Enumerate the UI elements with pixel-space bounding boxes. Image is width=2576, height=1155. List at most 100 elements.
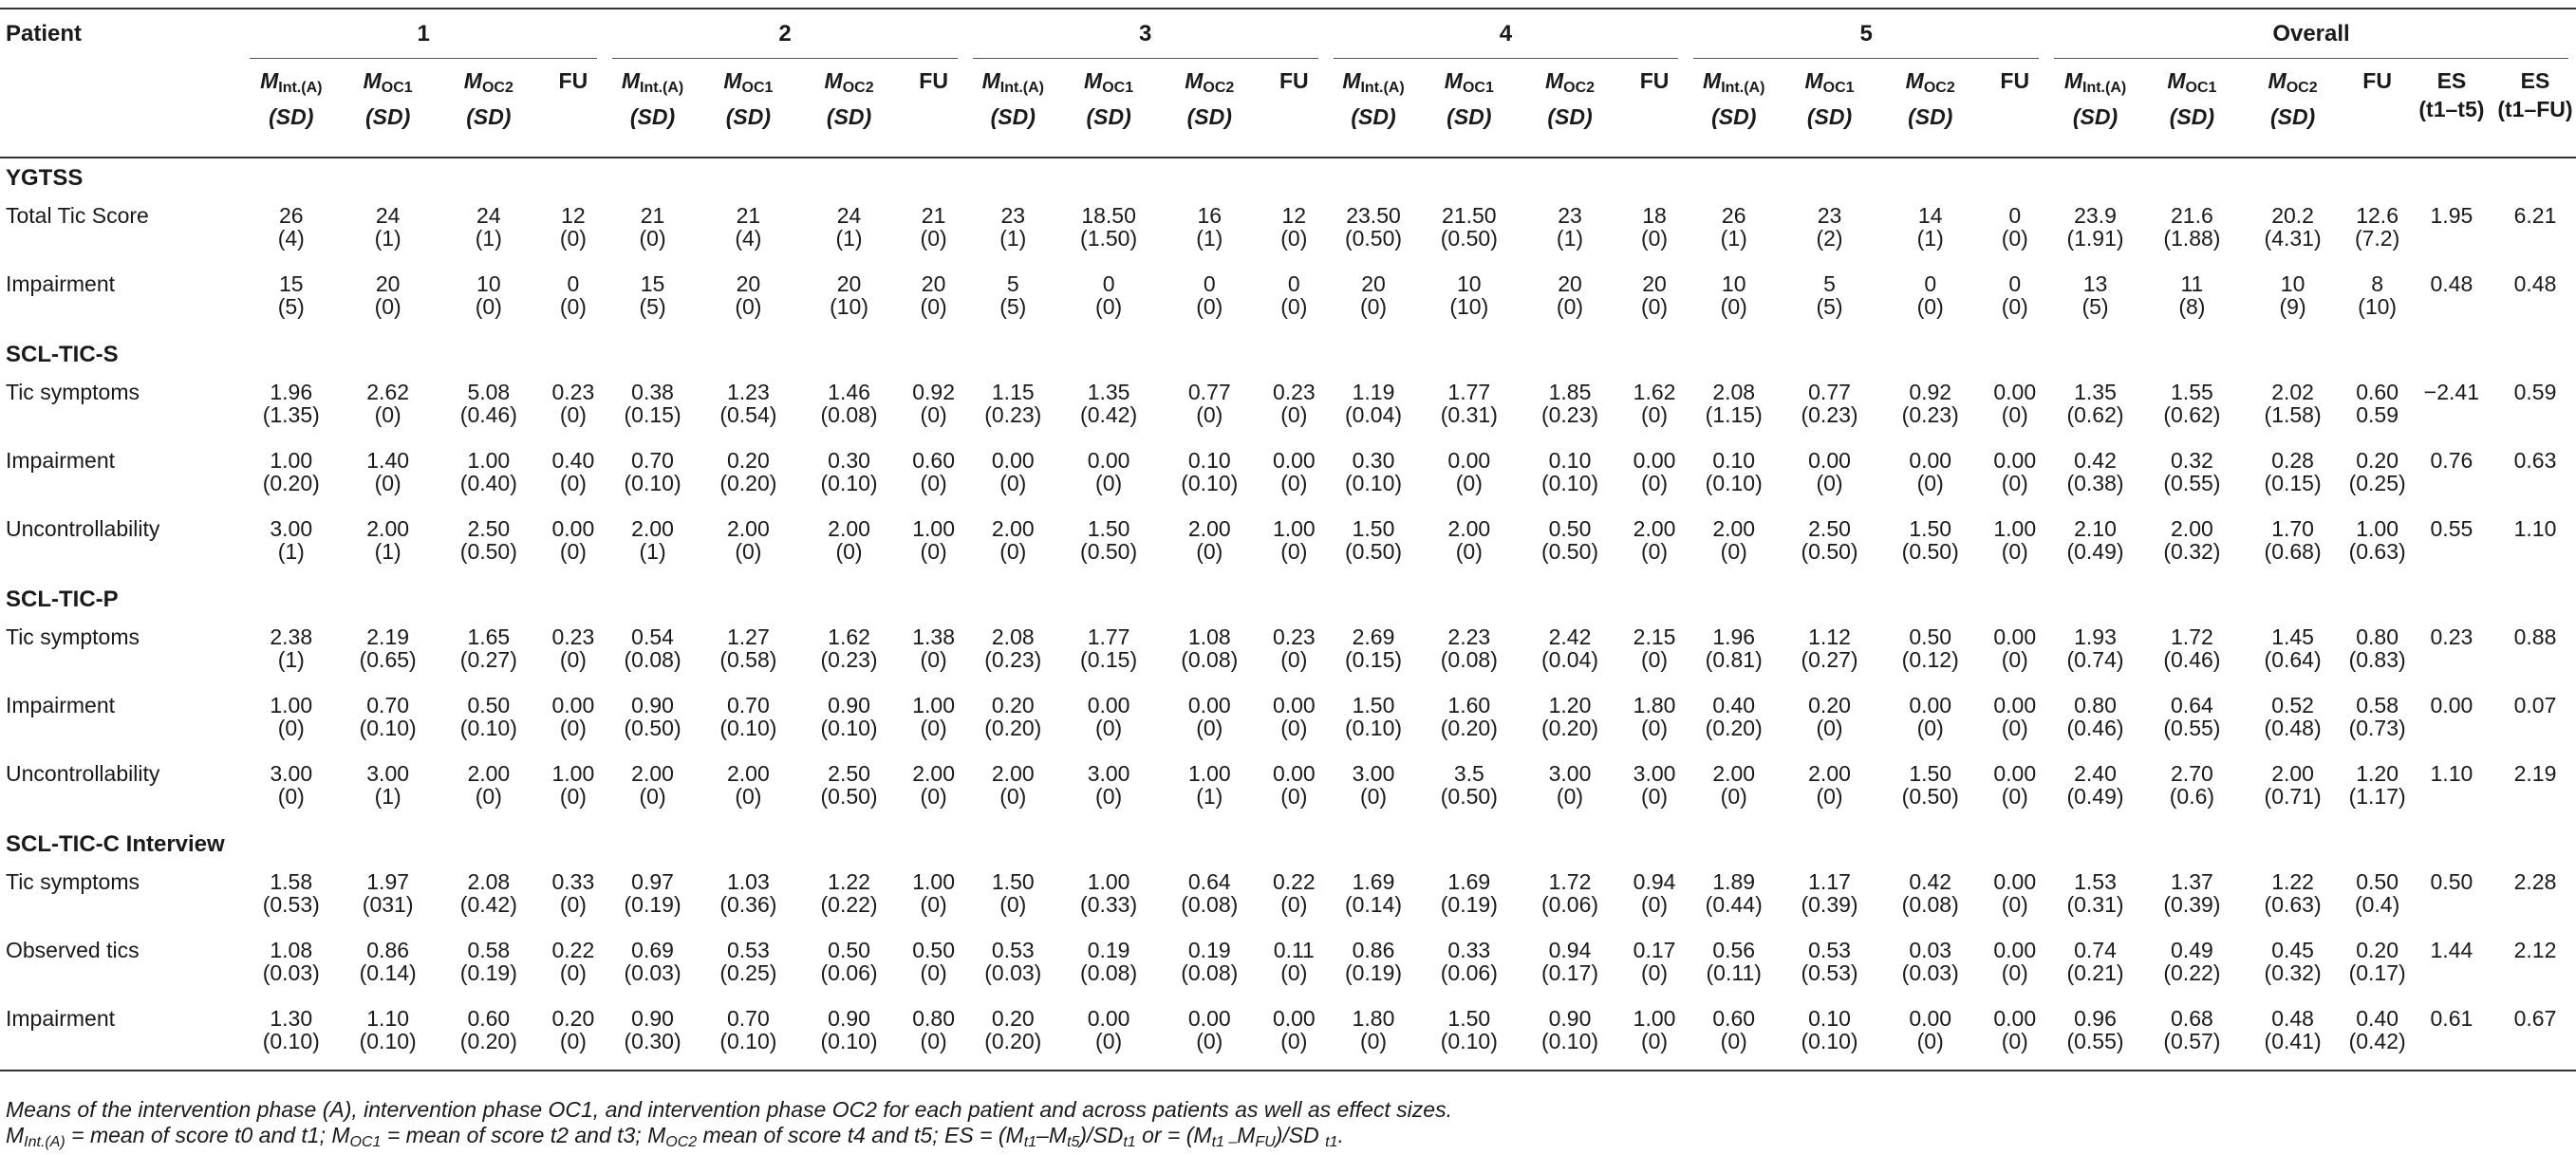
cell-sd: (5) (639, 294, 666, 319)
table-cell: 0.64 (0.08) (1157, 865, 1263, 933)
table-cell: 2.00 (0) (902, 756, 965, 825)
header-group-label: 4 (1499, 21, 1513, 47)
cell-value: 1.03 (726, 869, 770, 894)
cell-value: 2.00 (726, 761, 770, 786)
table-row: Total Tic Score 26 (4) 24 (1) 24 (1) 12 (0) 21 (0)… (0, 198, 2576, 267)
table-cell: 2.00 (0) (796, 512, 903, 580)
cell-value: 1.19 (1352, 380, 1395, 404)
cell-value: 1.72 (2171, 624, 2213, 649)
cell-sd: (0) (1640, 784, 1669, 809)
table-cell: 2.40 (0.49) (2046, 756, 2144, 825)
table-cell: 1.97 (031) (340, 865, 436, 933)
table-cell: 0.00 (0) (1983, 1001, 2046, 1071)
cell-sd: (0.25) (2348, 471, 2406, 495)
cell-value: 0.00 (551, 516, 595, 541)
table-cell: 3.00 (1) (340, 756, 436, 825)
table-cell: 2.02 (1.58) (2240, 375, 2346, 443)
header-col-sub: Int.(A) (999, 80, 1044, 96)
cell-sd: (0) (2001, 294, 2028, 319)
section-title: SCL-TIC-S (6, 342, 119, 367)
cell-value: 0.50 (2430, 869, 2473, 894)
cell-sd: (0) (1455, 539, 1483, 564)
cell-value: 0.23 (551, 624, 595, 649)
cell-sd: (0.19) (1344, 960, 1403, 985)
header-col-label: MInt.(A) (SD) (242, 59, 340, 158)
cell-value: 12 (561, 203, 586, 228)
table-cell: 10 (10) (1421, 267, 1517, 335)
table-cell: 11 (8) (2144, 267, 2240, 335)
table-cell: 18.50 (1.50) (1061, 198, 1157, 267)
cell-sd: (0.10) (459, 716, 517, 740)
cell-sd: (0) (374, 471, 401, 495)
table-cell: 0.20 (0.25) (2345, 443, 2409, 512)
cell-value: 1.00 (912, 693, 955, 717)
cell-value: 0.33 (551, 869, 595, 894)
header-col-sd: (SD) (2169, 104, 2215, 129)
table-cell: 21.6 (1.88) (2144, 198, 2240, 267)
cell-value: 1.00 (912, 516, 955, 541)
cell-sd: (0.10) (1705, 471, 1763, 495)
cell-value: 0.60 (2356, 380, 2399, 404)
cell-value: 0.90 (631, 693, 674, 717)
cell-sd: (0) (1095, 716, 1123, 740)
table-cell: −2.41 (2409, 375, 2494, 443)
cell-value: 0.40 (2356, 1006, 2399, 1031)
table-cell: 3.00 (0) (242, 756, 340, 825)
cell-value: 0.07 (2513, 693, 2557, 717)
table-cell: 18 (0) (1623, 198, 1687, 267)
cell-sd: (0.15) (624, 402, 681, 427)
table-cell: 0.19 (0.08) (1157, 933, 1263, 1001)
cell-value: 12.6 (2356, 203, 2399, 228)
cell-sd: (0) (374, 402, 401, 427)
cell-sd: (0) (559, 892, 587, 917)
header-col-sd: (SD) (629, 104, 676, 129)
table-cell: 1.72 (0.46) (2144, 620, 2240, 688)
table-cell: 0.60 0.59 (2345, 375, 2409, 443)
cell-sd: (0.50) (1540, 539, 1599, 564)
table-cell: 2.00 (0) (965, 512, 1061, 580)
table-cell: 1.00 (0.33) (1061, 865, 1157, 933)
header-col-sd: (SD) (1547, 104, 1593, 129)
cell-sd: (0) (1359, 294, 1388, 319)
table-cell: 1.00 (0) (902, 688, 965, 756)
table-cell: 0.53 (0.25) (700, 933, 796, 1001)
cell-sd: (0) (1916, 1029, 1944, 1053)
cell-sd: (0) (1916, 471, 1944, 495)
table-cell: 0.10 (0.10) (1686, 443, 1782, 512)
cell-value: 2.50 (828, 761, 870, 786)
cell-value: 1.00 (912, 869, 955, 894)
footnote-line-2: MInt.(A) = mean of score t0 and t1; MOC1… (6, 1123, 1452, 1155)
cell-sd: (0.10) (1181, 471, 1239, 495)
cell-value: 1.50 (991, 869, 1035, 894)
table-cell: 0.00 (0) (1061, 443, 1157, 512)
cell-sd: (0.25) (719, 960, 777, 985)
cell-sd: (0) (1916, 294, 1944, 319)
cell-sd: (0.50) (1901, 539, 1959, 564)
table-cell: 1.50 (0.50) (1877, 512, 1984, 580)
table-cell: 1.00 (1) (1157, 756, 1263, 825)
table-cell: 1.55 (0.62) (2144, 375, 2240, 443)
table-cell: 20 (0) (700, 267, 796, 335)
header-col-m: M (463, 68, 482, 93)
cell-sd: (5) (999, 294, 1027, 319)
table-cell: 20 (0) (1623, 267, 1687, 335)
header-col-label: MInt.(A) (SD) (1686, 59, 1782, 158)
cell-value: 1.00 (1187, 761, 1231, 786)
cell-value: 1.50 (1909, 761, 1952, 786)
table-cell: 1.19 (0.04) (1326, 375, 1422, 443)
cell-value: 0.10 (1187, 448, 1231, 473)
header-col-label: FU (1279, 68, 1309, 93)
cell-sd: (1.91) (2066, 226, 2124, 251)
table-cell: 1.58 (0.53) (242, 865, 340, 933)
table-cell: 0.48 (2409, 267, 2494, 335)
cell-sd: (0) (1095, 1029, 1123, 1053)
cell-value: 2.19 (2513, 761, 2557, 786)
cell-value: 0.22 (1272, 869, 1316, 894)
cell-sd: (0) (1359, 784, 1388, 809)
table-cell: 0.22 (0) (1262, 865, 1326, 933)
cell-value: 1.30 (270, 1006, 313, 1031)
cell-sd: (0.10) (262, 1029, 320, 1053)
table-cell: 0.00 (0) (1262, 688, 1326, 756)
table-cell: 0.64 (0.55) (2144, 688, 2240, 756)
table-cell: 0.00 (0) (1061, 1001, 1157, 1071)
